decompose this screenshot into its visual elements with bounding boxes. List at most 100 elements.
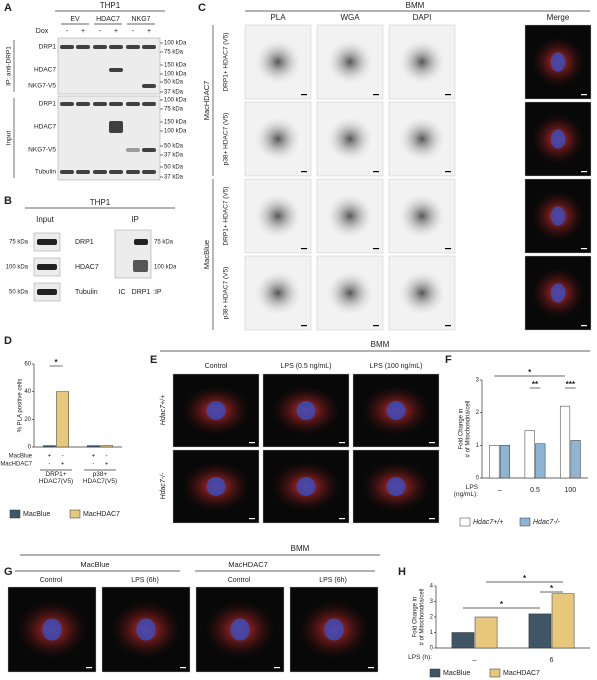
x-axis-label-text: LPS (ng/mL): <box>453 484 478 498</box>
band <box>142 45 156 49</box>
legend-swatch <box>69 509 81 519</box>
band <box>76 45 90 49</box>
column-header: EV <box>70 16 80 23</box>
micrograph <box>172 449 260 524</box>
legend-label: MacHDAC7 <box>503 670 540 677</box>
y-tick-label: 40 <box>24 389 31 395</box>
micrograph <box>195 586 285 673</box>
row-label: Hdac7+/+ <box>160 395 167 425</box>
scale-bar <box>445 325 451 327</box>
condition-label: MacBlue <box>9 454 33 460</box>
micrograph <box>289 586 379 673</box>
bar <box>528 613 552 649</box>
y-tick-label: 1 <box>430 630 434 636</box>
cell <box>398 116 446 162</box>
kda-label: 75 kDa <box>9 240 29 246</box>
y-axis-label: % PLA positive cells <box>18 379 24 433</box>
column-header: LPS (6h) <box>131 577 159 584</box>
scale-bar <box>429 518 435 520</box>
bar <box>499 445 511 479</box>
band <box>93 102 107 106</box>
band <box>109 68 123 72</box>
band <box>142 84 156 88</box>
nucleus <box>136 618 156 641</box>
scale-bar <box>339 442 345 444</box>
scale-bar <box>581 325 587 327</box>
x-tick-label: – <box>498 487 502 494</box>
nucleus <box>296 401 316 420</box>
kda-label: 100 kDa <box>164 72 187 78</box>
panel-title: THP1 <box>100 1 121 10</box>
kda-label: 100 kDa <box>154 265 177 271</box>
x-tick-label: 0.5 <box>530 487 540 494</box>
micrograph <box>388 255 456 331</box>
side-label: IP: anti-DRP1 <box>6 46 13 86</box>
micrograph <box>172 373 260 448</box>
nucleus <box>324 618 344 641</box>
column-header: Control <box>205 363 228 370</box>
column-header: IP <box>131 215 139 224</box>
row-label: NKG7-V5 <box>28 147 56 154</box>
scale-bar <box>301 171 307 173</box>
kda-label: 37 kDa <box>164 153 184 159</box>
dox-sign: - <box>99 28 102 35</box>
cell <box>398 39 446 85</box>
condition-sign: + <box>92 454 96 460</box>
significance-mark: * <box>500 600 504 609</box>
bar <box>100 445 113 448</box>
panel-title: BMM <box>406 1 425 10</box>
kda-label: 50 kDa <box>164 144 184 150</box>
y-tick-label: 0 <box>430 646 434 652</box>
row-label: HDAC7 <box>34 124 56 131</box>
row-label: NKG7-V5 <box>28 83 56 90</box>
panel-letter: D <box>4 335 12 347</box>
panel-letter: G <box>4 566 13 578</box>
y-axis-label: Fold Change in <box>413 597 419 638</box>
band <box>126 45 140 49</box>
x-tick-label-text: p38+ HDAC7(V5) <box>82 471 118 485</box>
dox-label: Dox <box>36 28 49 35</box>
scale-bar <box>301 325 307 327</box>
band <box>126 148 140 152</box>
micrograph <box>524 178 592 254</box>
kda-label: 75 kDa <box>154 240 174 246</box>
scale-bar <box>274 667 280 669</box>
bar <box>474 616 498 649</box>
column-header: Merge <box>547 13 570 22</box>
group-label: MacBlue <box>202 240 211 269</box>
band <box>60 102 74 106</box>
micrograph <box>524 255 592 331</box>
kda-label: 37 kDa <box>164 175 184 181</box>
row-label: DRP1 <box>39 101 57 108</box>
micrograph <box>316 24 384 100</box>
x-tick-label: – <box>473 657 477 664</box>
scale-bar <box>180 667 186 669</box>
kda-label: 150 kDa <box>164 120 187 126</box>
condition-sign: + <box>48 454 52 460</box>
panel-title: BMM <box>291 544 310 553</box>
band <box>109 121 123 133</box>
band <box>126 170 140 174</box>
scale-bar <box>373 325 379 327</box>
y-tick-label: 60 <box>24 362 31 368</box>
scale-bar <box>368 667 374 669</box>
condition-sign: - <box>106 454 108 460</box>
band <box>133 260 148 272</box>
legend-label: MacHDAC7 <box>83 511 120 518</box>
band <box>109 102 123 106</box>
condition-label: MacHDAC7 <box>0 462 32 468</box>
significance-mark: ** <box>532 380 539 389</box>
nucleus <box>550 283 566 303</box>
lane-label: :IP <box>153 289 162 296</box>
nucleus <box>42 618 62 641</box>
row-label: p38+ HDAC7 (V5) <box>223 267 230 320</box>
cell <box>254 116 302 162</box>
band <box>142 148 156 152</box>
panel-letter: H <box>398 566 406 578</box>
y-axis-label: Fold Change in <box>459 409 465 450</box>
scale-bar <box>373 248 379 250</box>
x-axis-label: LPS (ng/mL): <box>453 484 478 498</box>
scale-bar <box>581 171 587 173</box>
micrograph <box>352 373 440 448</box>
